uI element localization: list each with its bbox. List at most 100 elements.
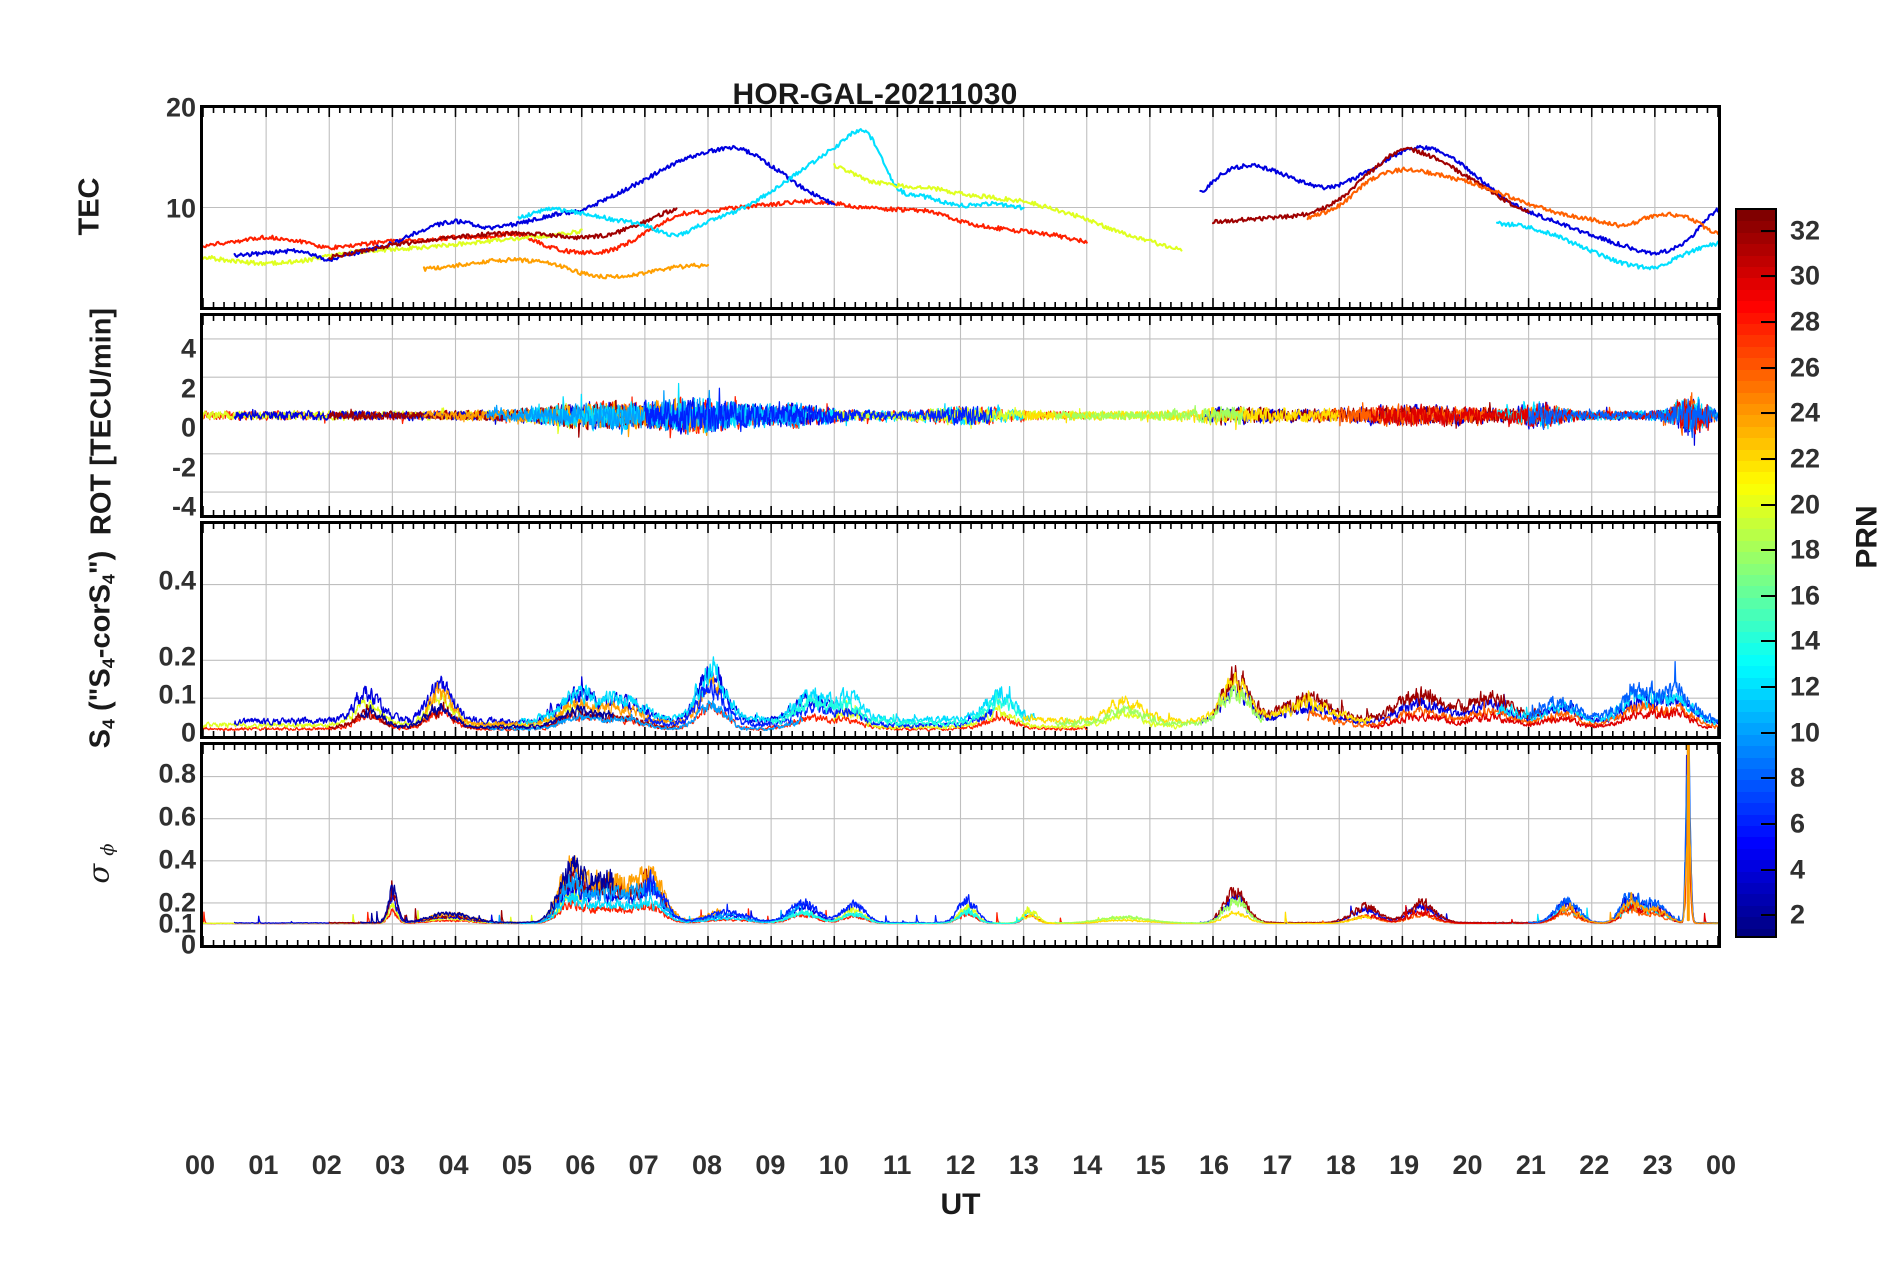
colorbar-tick-mark — [1761, 229, 1775, 232]
colorbar-segment — [1737, 700, 1775, 712]
colorbar-segment — [1737, 928, 1775, 936]
ytick-s4-01: 0.1 — [158, 679, 196, 710]
colorbar-tick-label: 18 — [1790, 534, 1821, 565]
x-axis-tick-label: 08 — [691, 1150, 723, 1180]
ytick-sig-02: 0.2 — [158, 887, 196, 918]
colorbar-segment — [1737, 666, 1775, 678]
colorbar-segment — [1737, 768, 1775, 781]
x-axis-tick-label: 23 — [1642, 1150, 1673, 1180]
x-axis-tick-label: 06 — [565, 1150, 596, 1180]
colorbar-segment — [1737, 609, 1775, 621]
panel-tec-plot — [203, 108, 1718, 307]
colorbar-segment — [1737, 244, 1775, 256]
x-axis-tick-label: 04 — [438, 1150, 469, 1180]
x-axis-tick-label: 00 — [1705, 1150, 1737, 1180]
colorbar-tick-mark — [1761, 914, 1775, 917]
colorbar — [1735, 208, 1777, 938]
x-axis-tick-label: 02 — [311, 1150, 342, 1180]
panel-rot — [200, 313, 1721, 518]
colorbar-segment — [1737, 757, 1775, 769]
colorbar-title: PRN — [1850, 505, 1884, 569]
colorbar-segment — [1737, 734, 1775, 747]
colorbar-segment — [1737, 620, 1775, 633]
colorbar-segment — [1737, 814, 1775, 826]
colorbar-tick-mark — [1761, 731, 1775, 734]
colorbar-tick-label: 32 — [1790, 215, 1821, 246]
ytick-rot-m4: -4 — [171, 491, 196, 522]
colorbar-segment — [1737, 438, 1775, 450]
ytick-sig-08: 0.8 — [158, 758, 196, 789]
colorbar-tick-label: 20 — [1790, 489, 1821, 520]
x-axis-label: UT — [940, 1188, 981, 1221]
colorbar-segment — [1737, 529, 1775, 541]
colorbar-tick-mark — [1761, 868, 1775, 871]
x-axis-tick-label: 11 — [882, 1150, 912, 1180]
colorbar-segment — [1737, 689, 1775, 701]
colorbar-tick-mark — [1761, 777, 1775, 780]
colorbar-segment — [1737, 882, 1775, 895]
colorbar-segment — [1737, 289, 1775, 302]
panel-rot-yticks: 4 2 0 -2 -4 — [126, 313, 196, 522]
colorbar-tick-label: 30 — [1790, 260, 1821, 291]
colorbar-segment — [1737, 278, 1775, 290]
colorbar-tick-mark — [1761, 275, 1775, 278]
x-axis-tick-label: 15 — [1135, 1150, 1166, 1180]
colorbar-segment — [1737, 711, 1775, 724]
panel-s4-plot — [203, 524, 1718, 736]
panel-tec — [200, 105, 1721, 310]
colorbar-tick-label: 24 — [1790, 397, 1821, 428]
colorbar-tick-mark — [1761, 549, 1775, 552]
panel-sigma-phi — [200, 742, 1721, 948]
colorbar-segment — [1737, 848, 1775, 861]
x-axis-tick-label: 12 — [945, 1150, 976, 1180]
x-axis-tick-label: 16 — [1198, 1150, 1230, 1180]
colorbar-segment — [1737, 917, 1775, 929]
colorbar-segment — [1737, 894, 1775, 906]
colorbar-tick-mark — [1761, 321, 1775, 324]
panel-s4-ylabel: S4 ("S4-corS4") — [84, 550, 119, 749]
colorbar-segment — [1737, 677, 1775, 690]
colorbar-tick-label: 6 — [1790, 808, 1806, 839]
colorbar-segment — [1737, 381, 1775, 393]
colorbar-segment — [1737, 232, 1775, 245]
colorbar-tick-label: 10 — [1790, 717, 1821, 748]
colorbar-segment — [1737, 540, 1775, 553]
colorbar-tick-mark — [1761, 457, 1775, 460]
colorbar-segment — [1737, 780, 1775, 792]
panel-tec-yticks: 20 10 — [126, 93, 196, 310]
x-axis-tick-label: 01 — [248, 1150, 279, 1180]
colorbar-tick-label: 8 — [1790, 762, 1806, 793]
colorbar-tick-mark — [1761, 412, 1775, 415]
colorbar-segment — [1737, 255, 1775, 268]
ytick-s4-0: 0 — [180, 717, 196, 748]
colorbar-tick-label: 28 — [1790, 306, 1821, 337]
colorbar-segment — [1737, 358, 1775, 370]
ytick-sig-0: 0 — [180, 929, 196, 960]
x-axis-tick-label: 09 — [755, 1150, 786, 1180]
colorbar-segment — [1737, 369, 1775, 382]
ytick-s4-02: 0.2 — [158, 641, 196, 672]
colorbar-segment — [1737, 575, 1775, 587]
x-axis-tick-label: 20 — [1452, 1150, 1483, 1180]
colorbar-segment — [1737, 586, 1775, 598]
colorbar-segment — [1737, 803, 1775, 815]
colorbar-segment — [1737, 495, 1775, 507]
panel-sigma-phi-yticks: 0.8 0.6 0.4 0.2 0.1 0 — [126, 742, 196, 960]
colorbar-tick-mark — [1761, 366, 1775, 369]
colorbar-segment — [1737, 597, 1775, 610]
ytick-sig-04: 0.4 — [158, 844, 196, 875]
panel-tec-ylabel: TEC — [73, 177, 106, 236]
panel-rot-plot — [203, 316, 1718, 515]
colorbar-tick-label: 22 — [1790, 443, 1821, 474]
colorbar-segment — [1737, 746, 1775, 758]
colorbar-tick-mark — [1761, 594, 1775, 597]
colorbar-tick-label: 26 — [1790, 352, 1821, 383]
colorbar-segment — [1737, 460, 1775, 473]
x-axis-tick-label: 22 — [1579, 1150, 1610, 1180]
x-axis-tick-label: 18 — [1325, 1150, 1356, 1180]
ytick-rot-2: 2 — [180, 373, 196, 404]
colorbar-tick-label: 16 — [1790, 580, 1821, 611]
colorbar-segment — [1737, 426, 1775, 439]
colorbar-segment — [1737, 312, 1775, 325]
